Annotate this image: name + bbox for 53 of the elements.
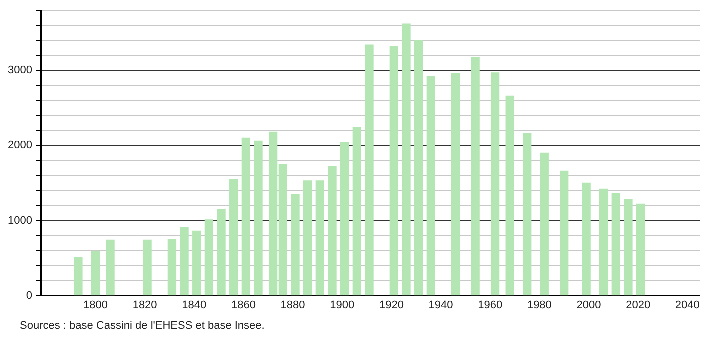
y-tick-label: 2000 [8, 140, 32, 152]
y-tick-label: 3000 [8, 64, 32, 77]
bar [612, 193, 620, 296]
x-tick-label: 1960 [478, 299, 503, 312]
bar [352, 127, 362, 296]
bar [192, 230, 202, 296]
source-note: Sources : base Cassini de l'EHESS et base Insee. [20, 320, 265, 332]
x-tick-label: 1820 [132, 299, 158, 312]
bar [217, 209, 226, 296]
bar [523, 133, 532, 296]
bar [91, 251, 100, 296]
x-tick-label: 1860 [231, 299, 256, 312]
bar [426, 76, 436, 296]
x-tick-label: 1980 [527, 299, 552, 312]
bar [204, 220, 214, 296]
bar [414, 40, 424, 296]
bar [316, 180, 325, 296]
bar [168, 239, 177, 296]
x-tick-label: 1880 [280, 299, 306, 312]
bar [451, 73, 460, 296]
bar [180, 227, 189, 296]
bar [291, 194, 300, 296]
bar [74, 257, 83, 296]
bar [560, 170, 569, 296]
bar [230, 179, 238, 296]
bar [143, 240, 152, 296]
bar [242, 138, 251, 296]
x-tick-label: 1900 [330, 299, 355, 312]
x-tick-label: 1920 [379, 299, 404, 312]
bar [624, 199, 633, 296]
bar [582, 182, 591, 296]
bar [471, 58, 480, 296]
bar [106, 240, 115, 296]
x-tick-label: 1800 [83, 299, 108, 312]
x-tick-label: 2020 [626, 299, 651, 312]
bar [304, 180, 312, 296]
x-tick-label: 2040 [675, 299, 700, 312]
x-tick-label: 1840 [182, 299, 207, 312]
bar [328, 166, 337, 296]
bar [402, 24, 411, 296]
y-tick-label: 1000 [8, 214, 32, 227]
bar [390, 46, 398, 296]
bar [490, 72, 500, 296]
y-tick-label: 0 [26, 290, 32, 302]
bar [365, 44, 374, 296]
bar [254, 140, 263, 296]
x-tick-label: 2000 [576, 299, 602, 312]
bar [340, 142, 350, 296]
bar [599, 188, 608, 296]
bar [506, 96, 514, 296]
x-tick-label: 1940 [428, 299, 454, 312]
bar [540, 152, 549, 296]
bar [636, 204, 646, 296]
